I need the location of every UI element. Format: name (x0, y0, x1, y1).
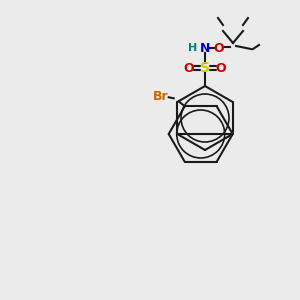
Text: N: N (200, 41, 210, 55)
Text: H: H (188, 43, 198, 53)
Text: O: O (216, 61, 226, 74)
Text: S: S (200, 61, 210, 75)
Text: O: O (184, 61, 194, 74)
Text: Br: Br (153, 90, 169, 103)
Text: O: O (214, 41, 224, 55)
